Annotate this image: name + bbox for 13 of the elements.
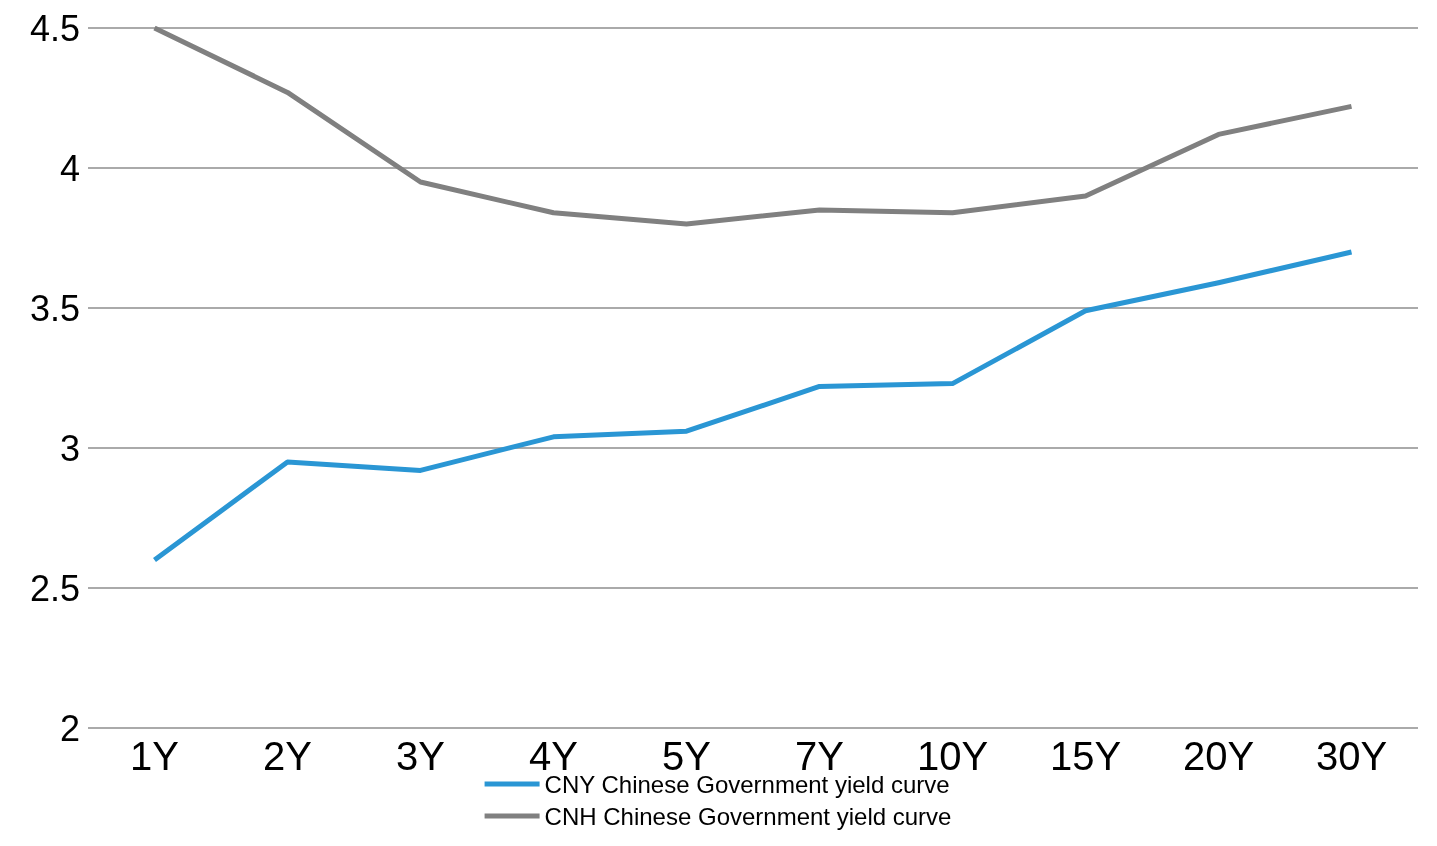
- x-tick-label: 20Y: [1182, 734, 1255, 778]
- x-tick-label: 3Y: [396, 734, 445, 778]
- y-tick-label: 2.5: [29, 567, 80, 609]
- x-tick-label: 2Y: [263, 734, 312, 778]
- y-tick-label: 3.5: [29, 287, 80, 329]
- x-tick-label: 1Y: [130, 734, 179, 778]
- y-tick-label: 4: [59, 147, 80, 189]
- y-tick-label: 4.5: [29, 7, 80, 49]
- x-tick-label: 15Y: [1049, 734, 1122, 778]
- y-tick-label: 2: [59, 707, 80, 749]
- y-tick-label: 3: [59, 427, 80, 469]
- legend-label: CNH Chinese Government yield curve: [544, 802, 952, 830]
- x-tick-label: 30Y: [1315, 734, 1388, 778]
